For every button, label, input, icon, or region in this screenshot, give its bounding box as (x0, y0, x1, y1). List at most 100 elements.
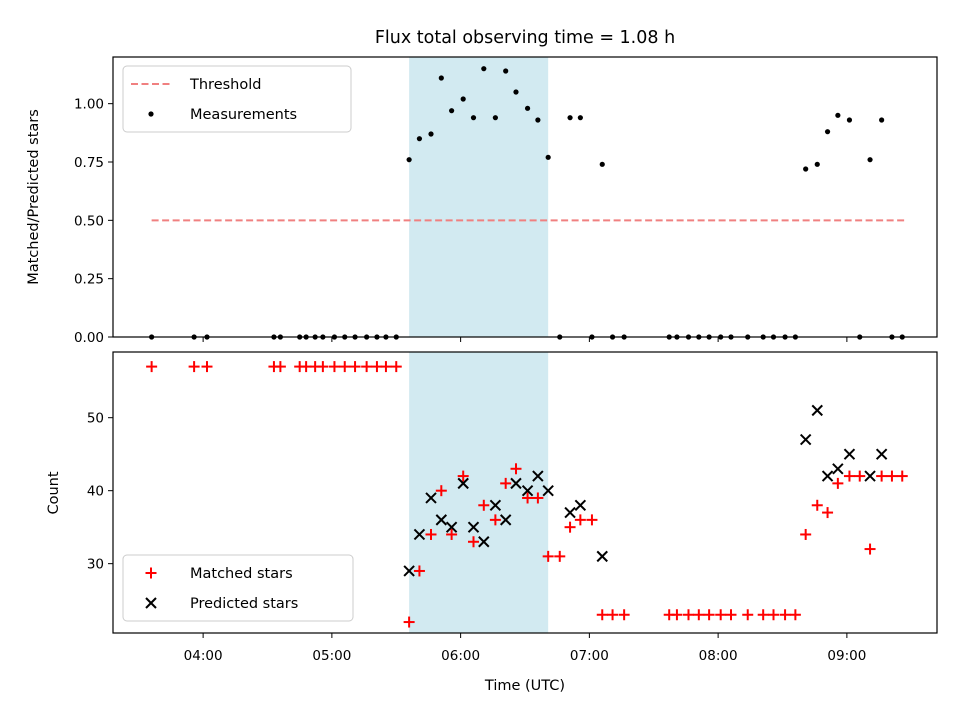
matched-star-marker (564, 521, 576, 533)
measurement-point (879, 117, 885, 123)
matched-star-marker (542, 550, 554, 562)
predicted-star-marker (413, 528, 426, 541)
predicted-star-marker (510, 477, 522, 490)
matched-star-marker (532, 492, 544, 504)
predicted-star-marker (875, 448, 888, 460)
predicted-star-marker (574, 499, 587, 511)
predicted-star-marker-b (564, 506, 576, 519)
predicted-star-marker (457, 477, 469, 490)
predicted-star-marker (864, 470, 876, 482)
predicted-star-marker (799, 433, 812, 446)
matched-star-marker (864, 543, 876, 555)
top-axes-frame (112, 56, 938, 338)
measurement-point (406, 157, 412, 163)
matched-star-marker (380, 361, 392, 373)
matched-star-marker (201, 361, 213, 373)
matched-star-marker (478, 499, 490, 511)
predicted-star-marker (467, 521, 480, 533)
predicted-star-marker-b (542, 484, 554, 497)
predicted-star-marker-b (596, 550, 608, 563)
x-tick-label: 07:00 (570, 648, 609, 664)
top-y-tick-label: 0.75 (74, 155, 104, 171)
matched-star-marker (742, 609, 754, 621)
predicted-star-marker-b (413, 528, 426, 541)
plot-layer: 0.00 0.25 0.50 0.75 1.00 Threshold Measurement… (74, 56, 938, 664)
matched-star-marker (468, 536, 479, 548)
matched-star-marker (757, 609, 769, 621)
measurement-point (814, 161, 820, 167)
predicted-star-marker (843, 448, 856, 460)
matched-star-marker (403, 616, 415, 628)
measurement-point (835, 112, 841, 118)
x-tick-label: 08:00 (699, 648, 738, 664)
matched-star-marker (328, 361, 340, 373)
measurement-point (867, 157, 873, 163)
top-legend: Threshold Measurements (122, 65, 352, 133)
predicted-star-marker-b (457, 477, 469, 490)
predicted-star-marker (811, 404, 823, 417)
bottom-y-axis-label: Count (46, 471, 62, 514)
top-legend-box (122, 65, 352, 133)
matched-star-marker (789, 609, 801, 621)
predicted-star-marker-b (864, 470, 876, 482)
measurement-point (846, 117, 853, 123)
measurement-point (492, 115, 498, 121)
matched-star-marker (843, 470, 855, 482)
legend-measurements-swatch (148, 111, 154, 117)
predicted-star-marker-b (425, 492, 437, 504)
matched-star-marker (317, 361, 329, 373)
measurement-point (470, 115, 477, 121)
measurement-point (460, 96, 466, 102)
bottom-y-tick-label: 30 (87, 557, 104, 573)
bottom-axes-frame (112, 351, 938, 634)
predicted-star-marker-b (510, 477, 522, 490)
matched-star-marker (800, 528, 812, 540)
bottom-legend-box (122, 554, 354, 622)
measurement-point (428, 131, 434, 137)
matched-star-marker (703, 609, 715, 621)
predicted-star-marker-b (521, 484, 534, 497)
predicted-star-marker-b (435, 514, 448, 526)
bottom-y-tick-label: 40 (87, 484, 104, 500)
measurement-point (535, 117, 541, 123)
predicted-star-marker (596, 550, 608, 563)
matched-star-marker (274, 361, 286, 373)
predicted-star-marker-b (799, 433, 812, 446)
legend-label: Threshold (189, 77, 261, 93)
predicted-star-marker-b (467, 521, 480, 533)
predicted-star-marker-b (478, 536, 490, 548)
matched-star-marker (886, 470, 898, 482)
predicted-star-marker-b (499, 514, 512, 526)
top-shaded-span (409, 57, 549, 337)
predicted-star-marker-b (811, 404, 823, 417)
matched-star-marker (349, 361, 361, 373)
matched-star-marker (876, 470, 888, 482)
matched-star-marker (854, 470, 866, 482)
measurement-point (438, 75, 444, 81)
measurement-point (545, 154, 551, 160)
bottom-y-tick-label: 50 (87, 411, 104, 427)
matched-star-marker (618, 609, 630, 621)
predicted-star-marker (425, 492, 437, 504)
predicted-star-marker-b (489, 499, 502, 511)
matched-star-marker (188, 361, 200, 373)
x-tick-label: 04:00 (184, 648, 223, 664)
predicted-star-marker (521, 484, 534, 497)
predicted-star-marker-b (445, 521, 458, 533)
predicted-star-marker-b (875, 448, 888, 460)
measurement-point (599, 161, 605, 167)
top-y-tick-label: 0.25 (74, 272, 104, 288)
measurement-point (577, 115, 583, 121)
predicted-star-marker (445, 521, 458, 533)
predicted-star-marker-b (843, 448, 856, 460)
matched-star-marker (522, 492, 534, 504)
top-y-axis-label: Matched/Predicted stars (26, 109, 42, 285)
matched-star-marker (683, 609, 695, 621)
matched-star-marker (574, 514, 586, 526)
matched-star-marker (767, 609, 779, 621)
chart-title: Flux total observing time = 1.08 h (375, 28, 675, 48)
predicted-star-marker-b (821, 470, 834, 482)
top-y-tick-label: 0.50 (74, 213, 104, 229)
measurement-point (503, 68, 509, 74)
